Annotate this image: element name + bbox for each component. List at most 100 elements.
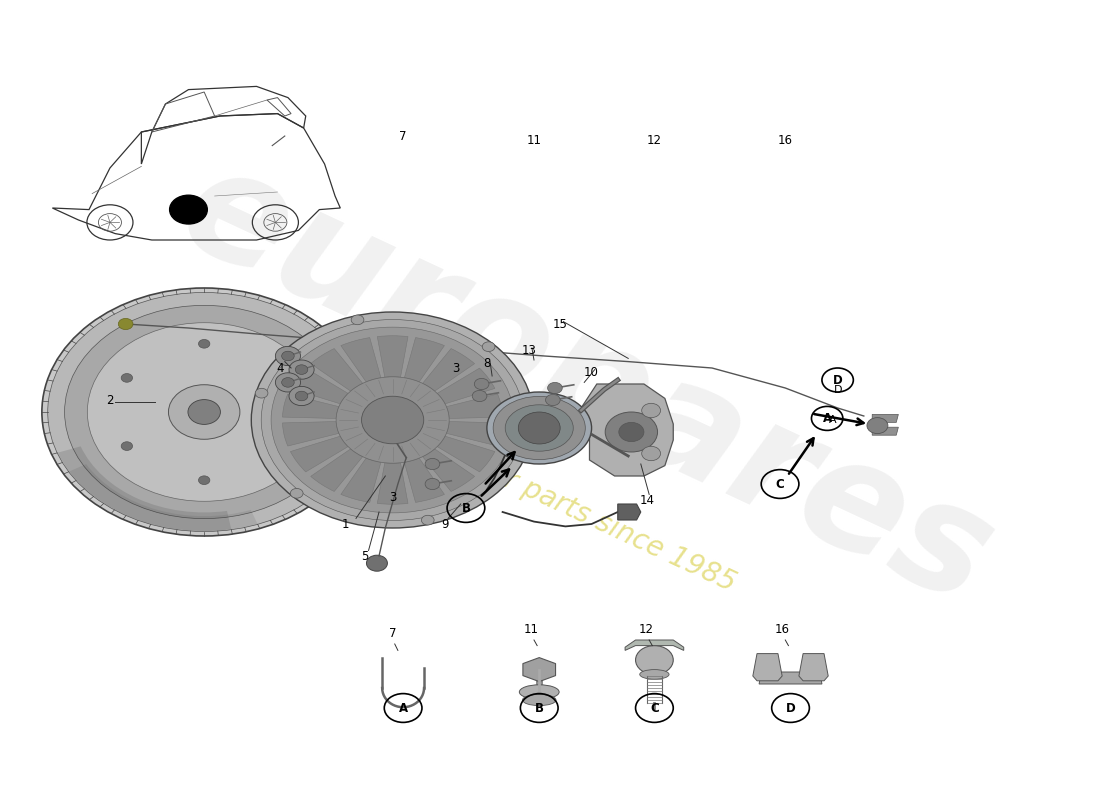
Circle shape: [472, 390, 487, 402]
Circle shape: [295, 365, 308, 374]
Ellipse shape: [640, 670, 669, 679]
Polygon shape: [618, 504, 641, 520]
Wedge shape: [377, 336, 408, 378]
Circle shape: [65, 306, 343, 518]
Wedge shape: [310, 449, 363, 491]
Circle shape: [425, 478, 440, 490]
Wedge shape: [283, 394, 339, 418]
Circle shape: [290, 489, 304, 498]
Circle shape: [119, 318, 133, 330]
Circle shape: [482, 342, 495, 351]
Text: A: A: [828, 415, 836, 425]
Circle shape: [275, 373, 300, 392]
Circle shape: [275, 346, 300, 366]
Wedge shape: [377, 462, 408, 504]
Polygon shape: [581, 384, 673, 476]
Text: 13: 13: [521, 344, 536, 357]
Ellipse shape: [522, 694, 556, 706]
Circle shape: [169, 195, 207, 224]
Circle shape: [289, 386, 315, 406]
Circle shape: [276, 442, 287, 450]
Circle shape: [641, 446, 661, 461]
Circle shape: [517, 442, 530, 452]
Text: a passion for parts since 1985: a passion for parts since 1985: [349, 394, 740, 598]
Circle shape: [474, 378, 490, 390]
Wedge shape: [437, 436, 495, 472]
Circle shape: [276, 374, 287, 382]
Polygon shape: [752, 654, 782, 681]
Text: 9: 9: [441, 518, 449, 530]
Text: B: B: [461, 502, 471, 514]
Polygon shape: [625, 640, 684, 650]
Polygon shape: [872, 414, 899, 422]
Circle shape: [168, 385, 240, 439]
Circle shape: [282, 351, 294, 361]
Text: 8: 8: [483, 358, 491, 370]
Text: 5: 5: [361, 550, 368, 562]
Circle shape: [421, 515, 434, 525]
Circle shape: [121, 442, 133, 450]
Wedge shape: [341, 338, 381, 382]
Text: 12: 12: [647, 134, 662, 146]
Circle shape: [641, 403, 661, 418]
Text: 7: 7: [389, 627, 396, 640]
Text: 16: 16: [774, 623, 790, 636]
Circle shape: [605, 412, 658, 452]
Text: 2: 2: [107, 394, 113, 406]
Circle shape: [295, 391, 308, 401]
Text: C: C: [776, 478, 784, 490]
Wedge shape: [69, 464, 257, 531]
Wedge shape: [447, 394, 503, 418]
Circle shape: [636, 646, 673, 674]
Wedge shape: [310, 349, 363, 391]
Circle shape: [271, 327, 514, 513]
Text: D: D: [785, 702, 795, 714]
Wedge shape: [447, 422, 503, 446]
Text: D: D: [834, 385, 842, 394]
Wedge shape: [405, 338, 444, 382]
Text: 4: 4: [277, 362, 285, 374]
Text: 3: 3: [389, 491, 396, 504]
Circle shape: [425, 458, 440, 470]
Wedge shape: [422, 449, 474, 491]
Circle shape: [198, 339, 210, 348]
Text: A: A: [823, 412, 832, 425]
Ellipse shape: [505, 405, 573, 451]
Circle shape: [337, 377, 449, 463]
Polygon shape: [759, 672, 822, 684]
Polygon shape: [522, 658, 556, 682]
Text: A: A: [398, 702, 408, 714]
Circle shape: [518, 412, 560, 444]
Text: europares: europares: [158, 131, 1014, 637]
Text: 3: 3: [452, 362, 459, 374]
Circle shape: [188, 400, 220, 424]
Wedge shape: [283, 422, 339, 446]
Ellipse shape: [487, 392, 592, 464]
Text: 7: 7: [399, 130, 407, 142]
Circle shape: [619, 422, 644, 442]
Wedge shape: [290, 368, 348, 404]
Text: 15: 15: [552, 318, 568, 330]
Circle shape: [121, 374, 133, 382]
Wedge shape: [437, 368, 495, 404]
Text: 14: 14: [639, 494, 654, 506]
Circle shape: [282, 378, 294, 387]
Circle shape: [362, 396, 424, 444]
Circle shape: [548, 382, 562, 394]
Ellipse shape: [493, 396, 585, 459]
Text: 11: 11: [527, 134, 541, 146]
Text: 11: 11: [524, 623, 538, 636]
Wedge shape: [341, 458, 381, 502]
Circle shape: [351, 315, 364, 325]
Ellipse shape: [519, 685, 559, 699]
Circle shape: [867, 418, 888, 434]
Wedge shape: [58, 446, 231, 531]
Circle shape: [47, 293, 361, 531]
Circle shape: [261, 319, 524, 521]
Text: C: C: [650, 702, 659, 714]
Circle shape: [255, 388, 268, 398]
Circle shape: [87, 322, 321, 502]
Text: 16: 16: [778, 134, 793, 146]
Polygon shape: [872, 427, 899, 435]
Circle shape: [546, 394, 560, 406]
